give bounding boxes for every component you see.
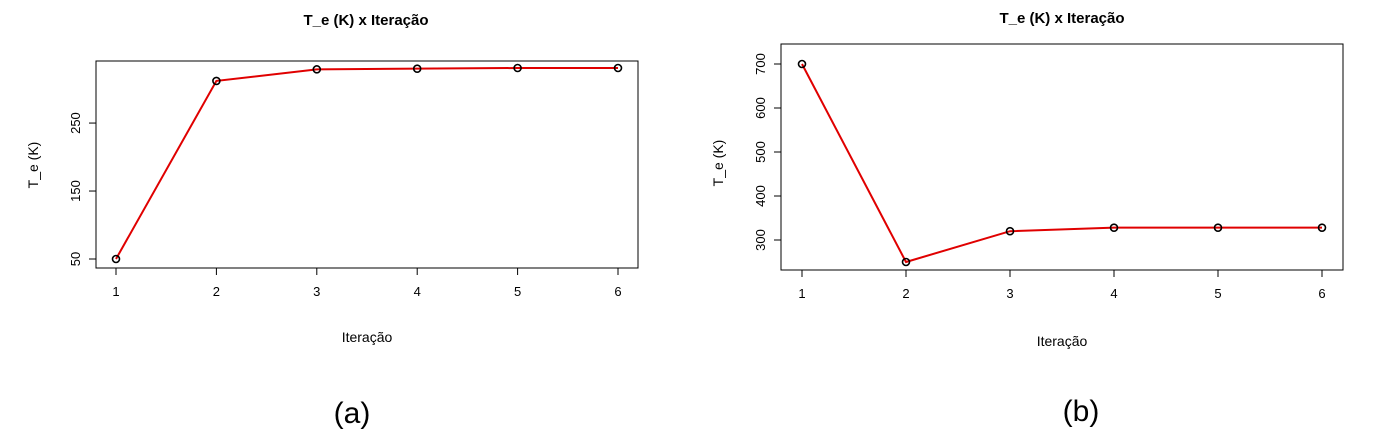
x-ticks: 1 2 3 4 5 6 <box>112 268 622 299</box>
chart-a: T_e (K) x Iteração 1 2 3 4 5 6 50 150 250 Itera… <box>25 12 639 430</box>
y-tick-label: 500 <box>753 141 768 163</box>
y-tick-label: 600 <box>753 97 768 119</box>
x-axis-label: Iteração <box>1037 333 1088 349</box>
x-ticks: 1 2 3 4 5 6 <box>798 270 1326 301</box>
x-tick-label: 4 <box>414 284 421 299</box>
data-point <box>1317 223 1327 232</box>
x-tick-label: 3 <box>1006 286 1013 301</box>
data-point <box>1213 223 1223 232</box>
x-axis: 1 2 3 4 5 6 <box>798 269 1326 301</box>
series-line <box>115 67 618 260</box>
series-line <box>801 63 1322 264</box>
y-tick-label: 250 <box>68 112 83 134</box>
y-axis-label: T_e (K) <box>710 140 726 187</box>
x-tick-label: 4 <box>1110 286 1117 301</box>
y-tick-label: 700 <box>753 53 768 75</box>
panel-caption: (a) <box>334 397 371 430</box>
chart-b: T_e (K) x Iteração 1 2 3 4 5 6 300 400 500 600 70… <box>710 10 1344 428</box>
x-axis-label: Iteração <box>342 329 393 345</box>
data-point <box>797 59 807 69</box>
y-ticks: 300 400 500 600 700 <box>753 53 781 251</box>
x-tick-label: 2 <box>902 286 909 301</box>
data-point <box>111 254 121 264</box>
y-axis: 50 150 250 <box>68 88 97 266</box>
y-axis-label: T_e (K) <box>25 142 41 189</box>
data-point <box>312 65 322 74</box>
chart-title: T_e (K) x Iteração <box>999 10 1124 27</box>
y-tick-label: 400 <box>753 185 768 207</box>
data-point <box>513 63 522 73</box>
data-point <box>412 64 422 73</box>
x-tick-label: 5 <box>514 284 521 299</box>
x-tick-label: 1 <box>112 284 119 299</box>
y-axis: 300 400 500 600 700 <box>753 53 782 251</box>
x-tick-label: 6 <box>1318 286 1325 301</box>
data-point <box>1005 226 1015 236</box>
plot-box <box>780 43 1344 271</box>
y-tick-label: 50 <box>68 252 83 266</box>
y-ticks: 50 150 250 <box>68 112 96 266</box>
chart-title: T_e (K) x Iteração <box>303 12 428 29</box>
x-tick-label: 2 <box>213 284 220 299</box>
series-group <box>111 63 623 264</box>
x-tick-label: 6 <box>614 284 621 299</box>
plot-box <box>95 60 639 269</box>
x-tick-label: 1 <box>798 286 805 301</box>
data-point <box>1109 223 1119 232</box>
y-tick-label: 300 <box>753 229 768 251</box>
series-group <box>797 59 1327 267</box>
data-point <box>613 63 623 73</box>
y-tick-label: 150 <box>68 180 83 202</box>
x-tick-label: 5 <box>1214 286 1221 301</box>
panel-caption: (b) <box>1063 395 1100 428</box>
data-point <box>212 76 221 86</box>
x-tick-label: 3 <box>313 284 320 299</box>
x-axis: 1 2 3 4 5 6 <box>112 267 622 299</box>
data-point <box>901 257 911 267</box>
